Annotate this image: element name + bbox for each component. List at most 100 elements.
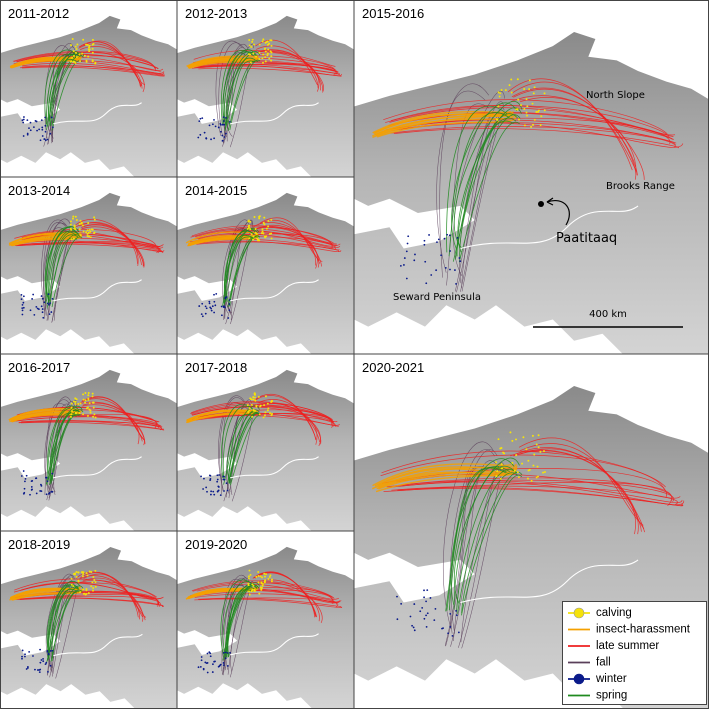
track	[74, 51, 77, 54]
track	[248, 224, 251, 227]
track	[543, 92, 546, 95]
track	[218, 665, 221, 668]
track	[222, 405, 255, 480]
track	[508, 84, 511, 87]
track	[222, 581, 256, 656]
track	[540, 115, 543, 118]
annotations: North Slope Brooks Range Paatitaaq Sewar…	[393, 90, 683, 328]
track	[46, 302, 49, 305]
track	[229, 235, 261, 307]
track	[223, 123, 226, 126]
track	[44, 124, 47, 127]
track	[220, 403, 254, 479]
track	[85, 593, 88, 596]
track	[49, 302, 52, 304]
track	[261, 582, 264, 585]
track	[29, 121, 32, 124]
track	[35, 477, 38, 480]
track	[196, 241, 339, 252]
track	[70, 238, 73, 241]
track	[49, 132, 52, 135]
track	[261, 57, 264, 60]
track	[201, 302, 204, 305]
track	[91, 395, 94, 398]
track	[206, 671, 209, 674]
track	[449, 449, 495, 634]
track	[51, 60, 83, 131]
track	[423, 239, 426, 242]
panel-title: 2015-2016	[362, 6, 424, 21]
track	[81, 575, 84, 578]
track	[537, 446, 540, 449]
legend-label: late summer	[596, 640, 659, 652]
track	[200, 656, 203, 658]
track	[87, 221, 90, 224]
track	[30, 489, 33, 491]
track	[82, 393, 85, 396]
track	[198, 120, 201, 122]
track	[262, 61, 264, 64]
track	[13, 582, 157, 600]
track	[204, 305, 207, 308]
track	[196, 415, 340, 427]
track	[29, 493, 31, 496]
track	[391, 485, 678, 505]
track	[91, 47, 94, 50]
track	[84, 391, 87, 394]
track	[44, 49, 78, 125]
track	[222, 116, 225, 119]
track	[255, 39, 318, 86]
map-panel	[177, 177, 354, 354]
track	[88, 235, 91, 238]
track	[253, 215, 256, 218]
track	[517, 98, 520, 101]
track	[253, 43, 256, 46]
river	[229, 633, 319, 656]
track	[532, 464, 535, 467]
track	[249, 220, 252, 223]
track	[38, 671, 41, 673]
track	[204, 312, 207, 315]
track	[41, 297, 44, 300]
track	[220, 130, 222, 133]
track	[205, 662, 208, 665]
track	[263, 216, 266, 219]
track	[22, 470, 25, 472]
track	[253, 395, 317, 441]
track	[459, 260, 462, 263]
track	[226, 665, 229, 667]
track	[261, 576, 264, 579]
track	[92, 587, 95, 590]
track	[258, 413, 261, 416]
track	[20, 298, 23, 301]
track	[446, 233, 449, 236]
track	[88, 44, 91, 47]
track	[430, 274, 433, 276]
track	[83, 592, 86, 595]
track	[425, 282, 428, 285]
track	[70, 583, 73, 586]
track	[72, 215, 75, 218]
track	[48, 492, 50, 495]
track	[87, 55, 90, 58]
track	[255, 45, 319, 89]
track	[497, 91, 500, 94]
track	[248, 237, 251, 240]
track	[450, 458, 515, 605]
track	[542, 450, 545, 453]
track	[261, 40, 264, 43]
track	[461, 107, 505, 288]
track	[25, 474, 28, 477]
track	[12, 50, 155, 69]
legend-label: winter	[595, 673, 627, 685]
track	[210, 493, 212, 496]
track	[428, 234, 430, 236]
map-panel	[177, 0, 354, 178]
track	[51, 297, 54, 300]
track	[79, 233, 82, 236]
track	[20, 415, 163, 427]
track	[413, 603, 416, 605]
track	[39, 661, 42, 664]
track	[194, 597, 339, 608]
track	[399, 264, 402, 267]
